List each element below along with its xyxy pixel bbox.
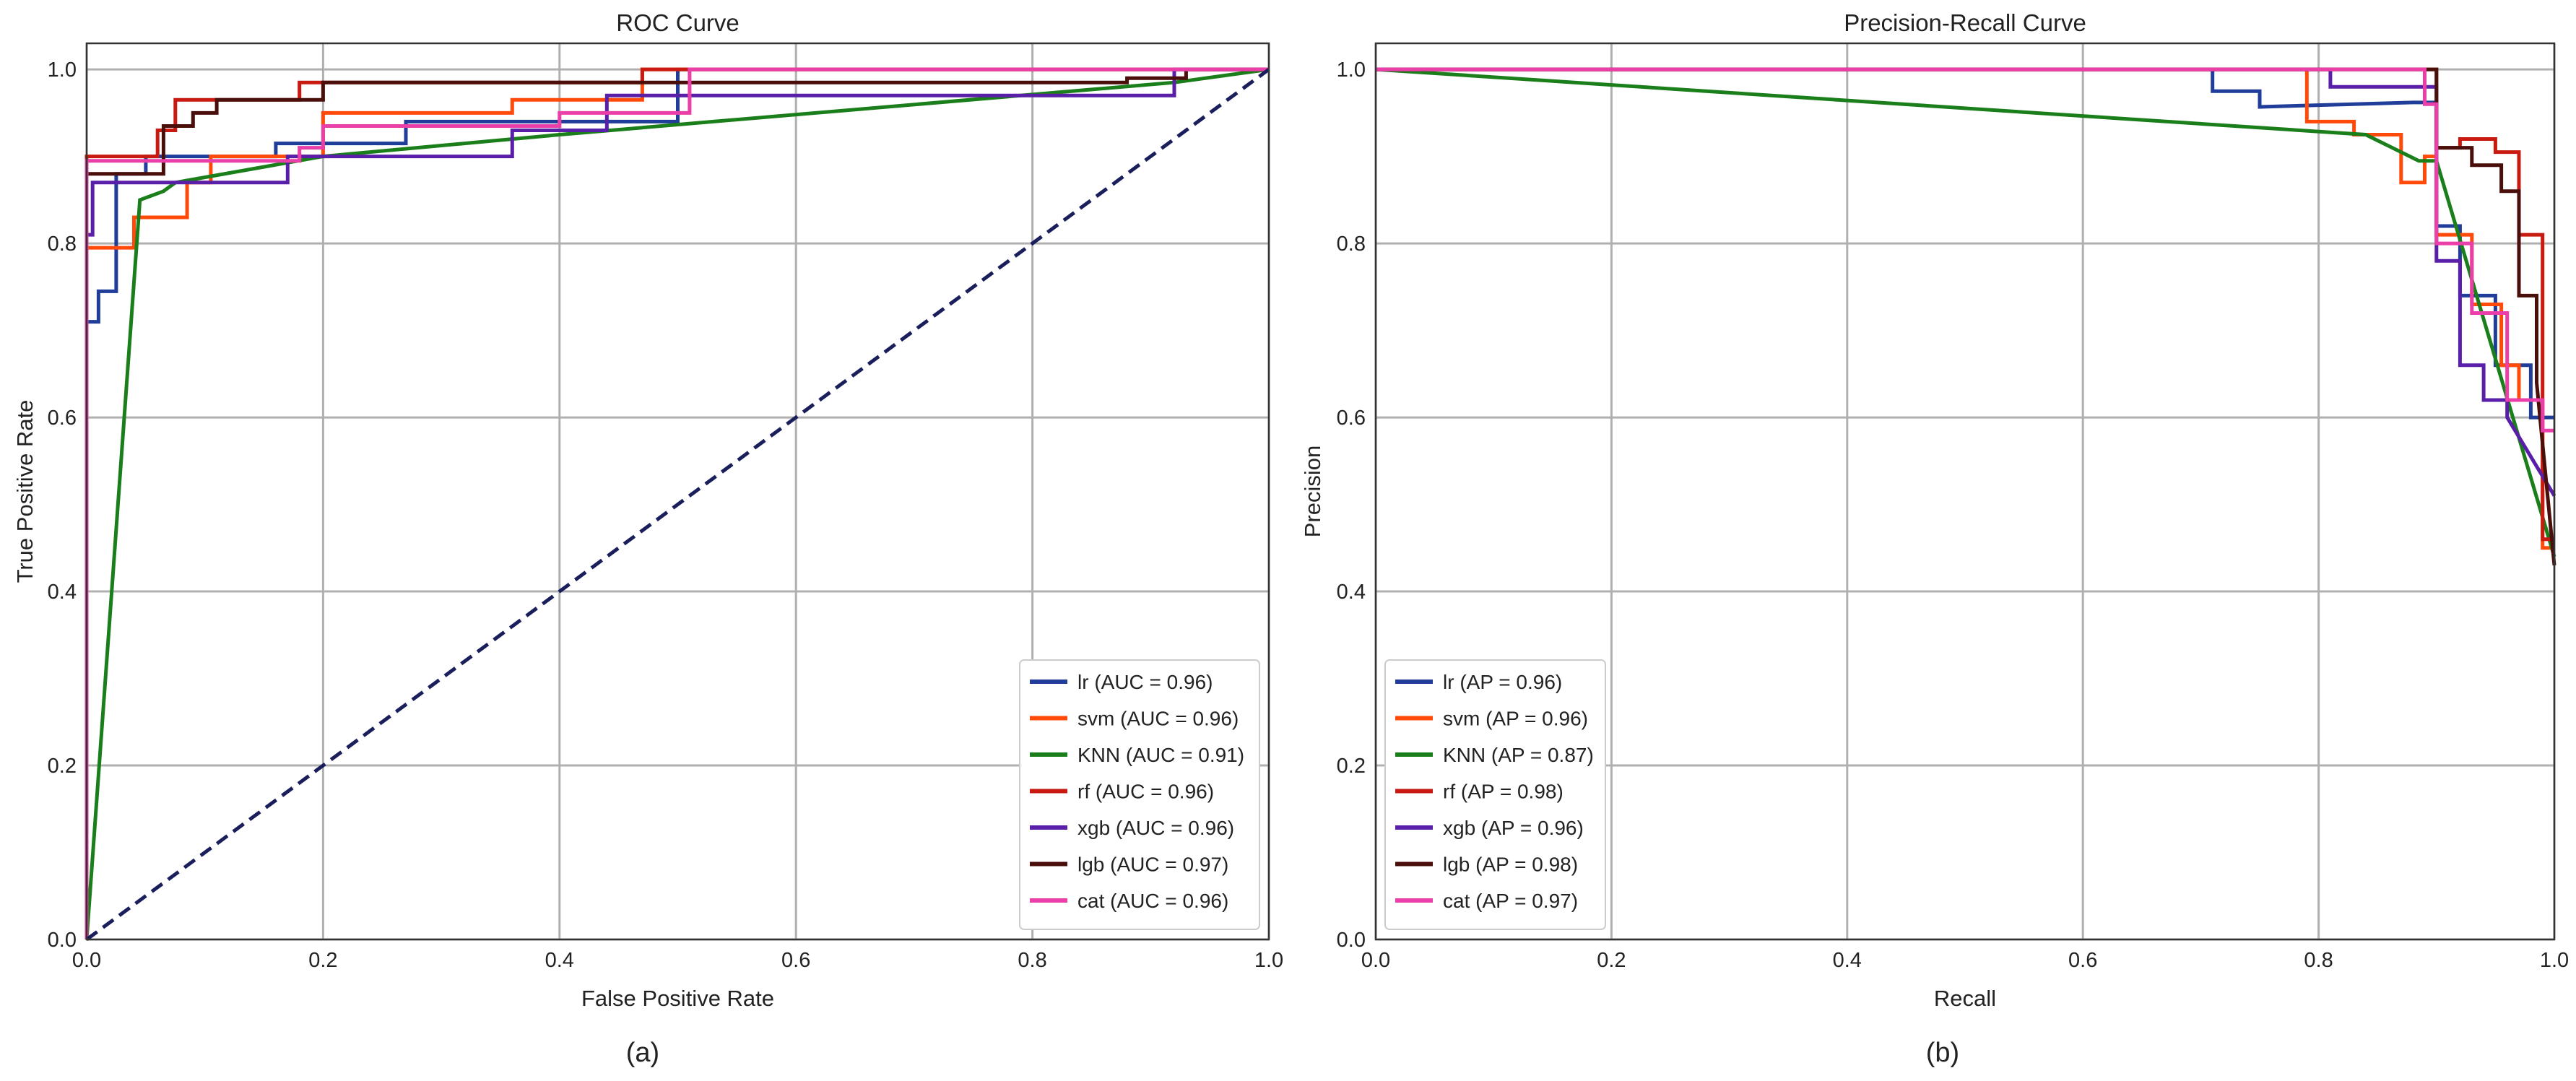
pr-y-tick-label: 0.8 [1337,233,1366,256]
pr-legend-entry-xgb: xgb (AP = 0.96) [1443,817,1584,839]
roc-series-chance [85,68,1270,942]
pr-x-tick-label: 1.0 [2540,949,2569,972]
pr-series [1375,67,2557,566]
pr-panel: 0.0 0.2 0.4 0.6 0.8 1.0 0.0 0.2 0.4 0.6 0.8 1.0 Pre… [1300,9,2569,1068]
roc-y-tick-label: 1.0 [48,58,77,82]
roc-legend-entry-xgb: xgb (AUC = 0.96) [1077,817,1234,839]
roc-x-tick-label: 0.8 [1018,949,1046,972]
pr-y-tick-label: 0.4 [1337,581,1366,604]
pr-series-cat [1376,67,2554,433]
pr-legend-entry-knn: KNN (AP = 0.87) [1443,744,1594,766]
pr-legend: lr (AP = 0.96) svm (AP = 0.96) KNN (AP = 0… [1384,659,1606,930]
roc-legend-entry-lgb: lgb (AUC = 0.97) [1077,854,1228,876]
pr-y-axis-label: Precision [1300,446,1325,538]
pr-y-tick-label: 1.0 [1337,58,1366,82]
roc-legend: lr (AUC = 0.96) svm (AUC = 0.96) KNN (AUC … [1019,659,1260,930]
pr-legend-entry-svm: svm (AP = 0.96) [1443,708,1588,730]
roc-x-tick-label: 0.0 [72,949,101,972]
roc-y-tick-label: 0.0 [48,929,77,952]
roc-x-axis-label: False Positive Rate [581,986,774,1011]
pr-legend-entry-cat: cat (AP = 0.97) [1443,890,1578,912]
pr-x-tick-label: 0.8 [2304,949,2333,972]
roc-series-lgb [84,67,1269,939]
pr-legend-entry-rf: rf (AP = 0.98) [1443,781,1564,803]
pr-y-tick-label: 0.6 [1337,407,1366,430]
pr-legend-entry-lr: lr (AP = 0.96) [1443,671,1562,693]
pr-series-knn [1375,67,2557,557]
pr-title: Precision-Recall Curve [1844,9,2086,36]
pr-y-tick-label: 0.2 [1337,755,1366,778]
roc-y-axis-label: True Positive Rate [12,400,38,583]
roc-plot-frame [85,42,1270,941]
roc-title: ROC Curve [616,9,740,36]
pr-x-tick-label: 0.2 [1597,949,1626,972]
roc-legend-box [1019,659,1260,930]
pr-series-xgb [1376,67,2557,497]
pr-x-tick-label: 0.6 [2068,949,2097,972]
roc-legend-entry-cat: cat (AUC = 0.96) [1077,890,1228,912]
roc-tick-labels: 0.0 0.2 0.4 0.6 0.8 1.0 0.0 0.2 0.4 0.6 0.8 1.0 [48,58,1283,972]
roc-panel-label: (a) [626,1038,659,1068]
roc-legend-entry-svm: svm (AUC = 0.96) [1077,708,1239,730]
roc-series-knn [84,67,1270,940]
roc-x-tick-label: 1.0 [1254,949,1283,972]
roc-y-tick-label: 0.6 [48,407,77,430]
roc-legend-entry-lr: lr (AUC = 0.96) [1077,671,1213,693]
roc-series-svm [84,67,1269,939]
pr-tick-labels: 0.0 0.2 0.4 0.6 0.8 1.0 0.0 0.2 0.4 0.6 0.8 1.0 [1337,58,2569,972]
roc-x-tick-label: 0.6 [781,949,810,972]
pr-series-lgb [1376,67,2557,566]
pr-legend-box [1384,659,1606,930]
pr-panel-label: (b) [1926,1038,1959,1068]
roc-x-tick-label: 0.2 [308,949,337,972]
pr-legend-entry-lgb: lgb (AP = 0.98) [1443,854,1578,876]
roc-series-cat [84,67,1269,939]
pr-plot-frame [1374,42,2556,941]
roc-series-rf [84,67,1269,939]
roc-series [84,67,1270,942]
roc-legend-entry-knn: KNN (AUC = 0.91) [1077,744,1244,766]
pr-x-axis-label: Recall [1934,986,1996,1011]
roc-series-xgb [84,67,1269,939]
roc-y-tick-label: 0.8 [48,233,77,256]
roc-y-tick-label: 0.4 [48,581,77,604]
roc-y-tick-label: 0.2 [48,755,77,778]
pr-x-tick-label: 0.0 [1361,949,1390,972]
roc-x-tick-label: 0.4 [545,949,574,972]
roc-panel: 0.0 0.2 0.4 0.6 0.8 1.0 0.0 0.2 0.4 0.6 0.8 1.0 ROC… [12,9,1283,1068]
pr-y-tick-label: 0.0 [1337,929,1366,952]
roc-legend-entry-rf: rf (AUC = 0.96) [1077,781,1214,803]
pr-x-tick-label: 0.4 [1833,949,1862,972]
